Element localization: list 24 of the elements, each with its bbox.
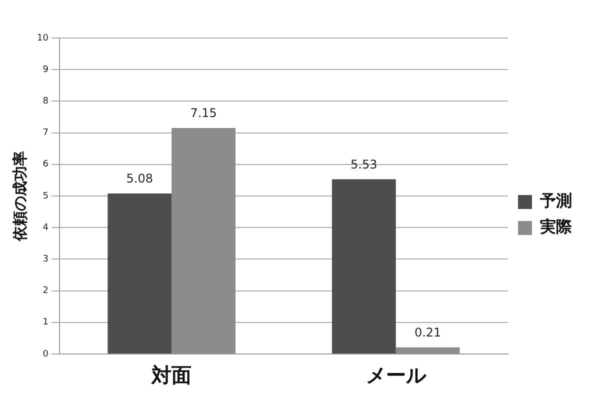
bar: [172, 128, 236, 354]
legend-label: 予測: [539, 191, 572, 210]
data-label: 5.08: [126, 172, 153, 186]
y-tick-label: 5: [42, 191, 48, 202]
y-tick-label: 7: [42, 128, 48, 138]
x-tick-label: 対面: [150, 363, 192, 388]
y-tick-label: 9: [42, 64, 49, 75]
y-tick-label: 4: [42, 222, 49, 233]
y-tick-label: 1: [42, 318, 48, 328]
y-tick-label: 10: [37, 33, 49, 44]
y-tick-label: 6: [42, 160, 49, 170]
bar: [396, 347, 460, 354]
y-tick-label: 2: [42, 286, 48, 296]
bar: [108, 193, 172, 354]
y-axis-title: 依頼の成功率: [10, 151, 29, 242]
data-label: 7.15: [190, 106, 217, 120]
x-tick-label: メール: [366, 363, 427, 388]
legend-label: 実際: [539, 217, 573, 236]
bar: [332, 179, 396, 354]
data-label: 0.21: [414, 325, 442, 340]
y-tick-label: 0: [42, 349, 49, 360]
y-tick-label: 3: [42, 254, 48, 265]
data-label: 5.53: [350, 157, 378, 172]
y-tick-label: 8: [42, 96, 49, 107]
